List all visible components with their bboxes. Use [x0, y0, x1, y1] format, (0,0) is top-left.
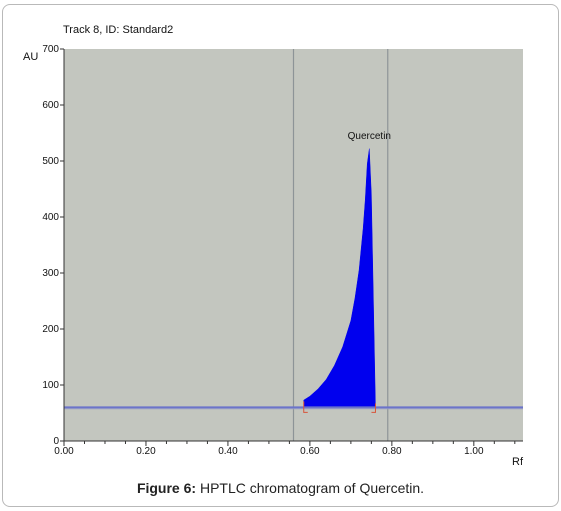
x-tick-label: 0.40	[218, 446, 238, 457]
chart-title: Track 8, ID: Standard2	[63, 24, 174, 36]
y-tick-label: 600	[42, 100, 59, 111]
x-axis-label: Rf	[512, 456, 523, 468]
peak-end-marker	[371, 403, 376, 413]
peak-label: Quercetin	[348, 131, 391, 142]
x-tick-label: 0.80	[382, 446, 402, 457]
x-tick-label: 0.20	[136, 446, 156, 457]
x-tick-label: 1.00	[464, 446, 484, 457]
figure-caption: Figure 6: HPTLC chromatogram of Querceti…	[0, 480, 561, 496]
y-tick-label: 500	[42, 156, 59, 167]
y-axis-ticks: 0 100 200 300 400 500 600 700	[42, 44, 64, 447]
quercetin-peak-area	[303, 148, 376, 408]
y-tick-label: 300	[42, 268, 59, 279]
y-tick-label: 100	[42, 380, 59, 391]
y-tick-label: 200	[42, 324, 59, 335]
y-axis-label: AU	[23, 51, 39, 63]
caption-prefix: Figure 6:	[136, 480, 197, 496]
y-tick-label: 700	[42, 44, 59, 55]
x-tick-label: 0.60	[300, 446, 320, 457]
y-tick-label: 0	[53, 436, 59, 447]
caption-text: HPTLC chromatogram of Quercetin.	[196, 480, 425, 496]
peak-start-marker	[303, 401, 308, 413]
x-tick-label: 0.00	[54, 446, 74, 457]
x-axis-ticks: 0.00 0.20 0.40 0.60 0.80 1.00	[54, 441, 516, 457]
y-tick-label: 400	[42, 212, 59, 223]
